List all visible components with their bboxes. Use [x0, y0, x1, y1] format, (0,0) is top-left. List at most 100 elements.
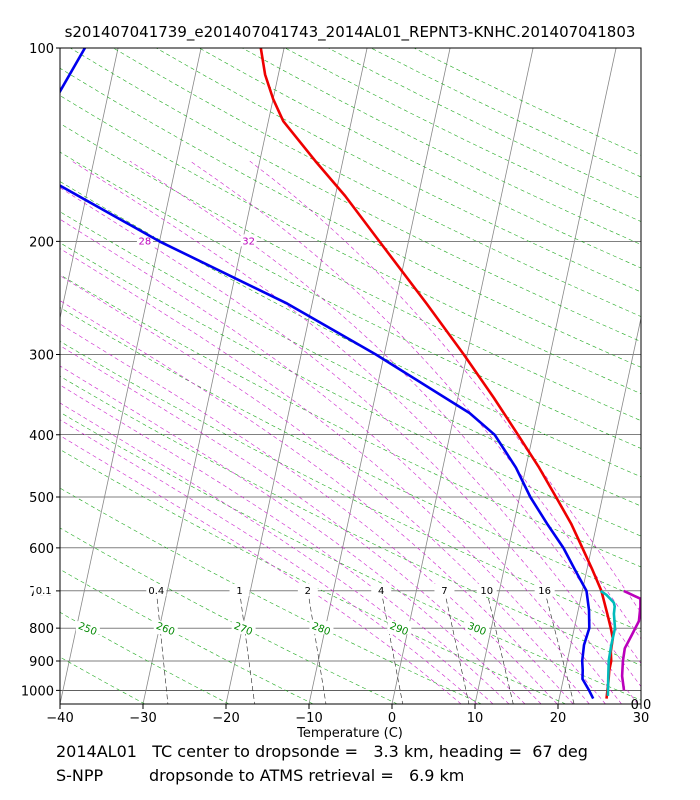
x-axis: −40 −30 −20 −10 0 10 20 30	[46, 704, 649, 726]
label-backdrop	[136, 234, 153, 247]
isotherm-line	[557, 316, 641, 704]
isotherm-line	[474, 48, 617, 704]
footer-line-2: S-NPP dropsonde to ATMS retrieval = 6.9 …	[56, 766, 465, 785]
profile-series-3	[599, 589, 617, 696]
y-tick-label: 400	[29, 429, 54, 444]
mixing-ratio-label: 16	[538, 586, 551, 597]
label-backdrop	[146, 583, 167, 596]
moist-adiabat-line	[60, 218, 622, 704]
dry-adiabat-line	[199, 48, 641, 269]
isotherm-line	[142, 48, 285, 704]
x-tick-label: −40	[46, 711, 73, 726]
moist-adiabat-line	[60, 345, 542, 704]
label-backdrop	[75, 621, 100, 635]
dry-adiabat-line	[60, 181, 641, 478]
dry-adiabat-line	[413, 48, 641, 156]
moist-adiabat-line	[60, 275, 590, 704]
x-tick-label: −20	[212, 711, 239, 726]
mixing-ratio-line	[544, 590, 575, 704]
mixing-ratio-label: 7	[441, 586, 447, 597]
y-tick-label: 200	[29, 235, 54, 250]
x-tick-label: 30	[633, 711, 650, 726]
mixing-ratio-label: 2	[305, 586, 311, 597]
dry-adiabat-line	[242, 48, 641, 245]
profile-series-1	[259, 48, 615, 699]
label-backdrop	[229, 583, 250, 596]
moist-adiabat-line	[60, 300, 574, 704]
dry-adiabat-line	[60, 568, 314, 704]
label-backdrop	[534, 583, 555, 596]
dry-adiabat-line	[60, 307, 641, 600]
moist-adiabat-line	[60, 402, 494, 704]
dry-adiabat-line	[60, 487, 482, 704]
mixing-ratio-label: 0.1	[36, 586, 52, 597]
label-backdrop	[371, 583, 392, 596]
moist-adiabat-line	[60, 248, 606, 704]
dry-adiabat-line	[60, 211, 641, 507]
x-tick-label: 0	[388, 711, 396, 726]
label-backdrop	[309, 621, 334, 635]
y-tick-label: 600	[29, 542, 54, 557]
y-tick-label: 100	[29, 42, 54, 57]
dry-adiabat-line	[60, 449, 566, 704]
label-backdrop	[33, 583, 54, 596]
dry-adiabat-line	[60, 67, 641, 368]
moist-adiabat-line	[60, 323, 558, 704]
moist-adiabat-line	[71, 160, 641, 688]
moist-adiabat-line	[60, 419, 478, 704]
mixing-ratio-label: 0.4	[148, 586, 164, 597]
moist-adiabat-line	[60, 365, 526, 704]
moist-adiabat-line	[190, 160, 641, 640]
moist-adiabat-line	[60, 435, 462, 704]
isotherm-line	[391, 48, 534, 704]
dry-adiabat-line	[60, 527, 398, 704]
isotherm-line	[308, 48, 451, 704]
y-tick-label: 1000	[21, 684, 54, 699]
x-tick-label: −10	[295, 711, 322, 726]
x-tick-label: 10	[467, 711, 484, 726]
dry-adiabat-line	[284, 48, 641, 222]
corner-label: 0 0	[631, 698, 652, 713]
mixing-ratio-label: 10	[480, 586, 493, 597]
label-backdrop	[240, 234, 257, 247]
thermo-background	[0, 48, 641, 704]
mixing-ratio-label: 4	[378, 586, 384, 597]
profile-series-2	[60, 48, 595, 700]
dry-adiabat-line	[60, 411, 641, 701]
label-backdrop	[297, 583, 318, 596]
dry-adiabat-line	[113, 48, 641, 317]
moist-adiabat-label: 32	[242, 236, 255, 247]
label-backdrop	[153, 621, 178, 635]
profile-series-4	[620, 589, 641, 691]
y-tick-label: 800	[29, 622, 54, 637]
isotherm-line	[225, 48, 368, 704]
mixing-ratio-line	[486, 590, 514, 704]
isotherm-line	[60, 48, 202, 704]
chart-title: s201407041739_e201407041743_2014AL01_REP…	[65, 23, 636, 42]
isotherm-line	[60, 48, 119, 320]
footer-line-1: 2014AL01 TC center to dropsonde = 3.3 km…	[56, 742, 588, 761]
isotherm-line	[0, 48, 35, 704]
x-axis-label: Temperature (C)	[296, 726, 403, 741]
y-tick-label: 500	[29, 491, 54, 506]
mixing-ratio-line	[307, 590, 327, 704]
mixing-ratio-line	[156, 590, 169, 704]
y-tick-label: 300	[29, 348, 54, 363]
label-backdrop	[231, 621, 256, 635]
moist-adiabat-line	[249, 160, 641, 614]
label-backdrop	[434, 583, 455, 596]
dry-adiabat-line	[60, 656, 145, 704]
dry-adiabat-line	[327, 48, 641, 200]
dry-adiabat-line	[60, 611, 230, 704]
sounding-profiles	[60, 48, 641, 700]
mixing-ratio-label: 1	[236, 586, 242, 597]
x-tick-label: 20	[550, 711, 567, 726]
dry-adiabat-line	[156, 48, 641, 293]
mixing-ratio-line	[380, 590, 404, 704]
dry-adiabat-line	[60, 274, 641, 568]
mixing-ratio-line	[444, 590, 470, 704]
x-tick-label: −30	[129, 711, 156, 726]
moist-adiabat-line	[60, 384, 510, 704]
y-tick-label: 900	[29, 655, 54, 670]
